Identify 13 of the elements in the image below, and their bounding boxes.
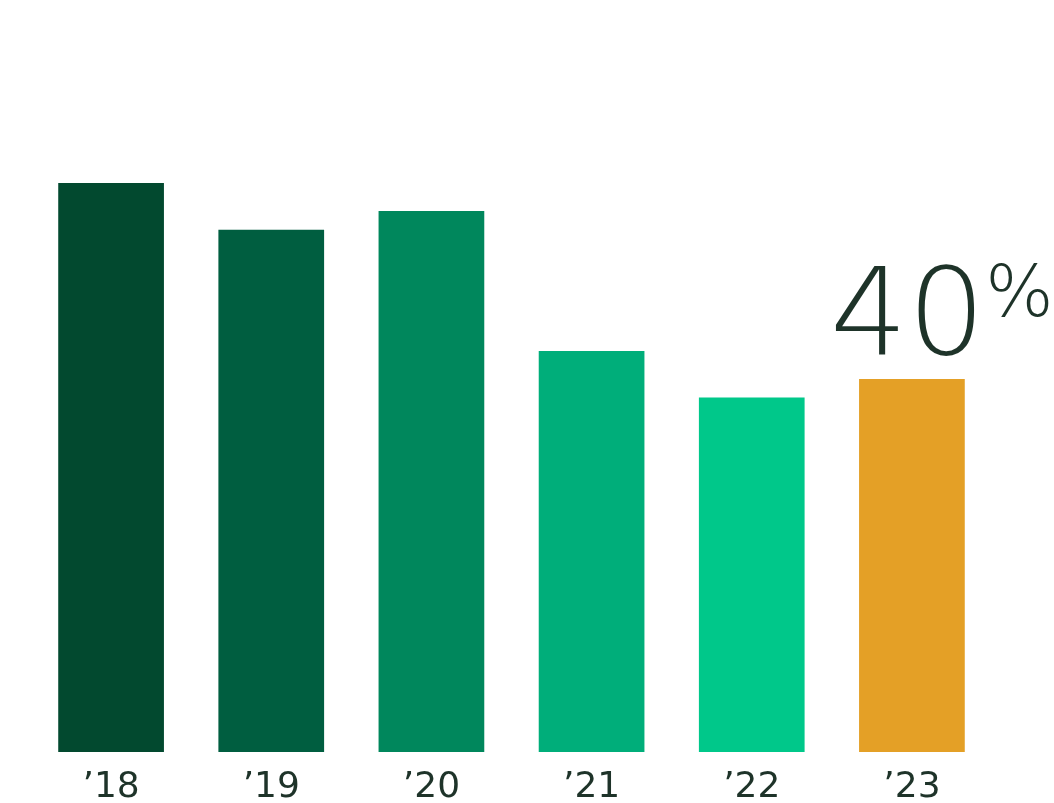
bar — [698, 397, 805, 752]
x-tick-label: ’19 — [242, 763, 300, 803]
bar — [218, 229, 325, 752]
bar — [859, 378, 965, 752]
bar — [538, 350, 645, 752]
x-tick-label: ’23 — [883, 763, 941, 803]
x-tick-label: ’22 — [723, 763, 781, 803]
bar — [378, 210, 485, 752]
data-label: 40% — [830, 240, 1054, 383]
x-tick-label: ’18 — [82, 763, 140, 803]
x-tick-label: ’20 — [402, 763, 461, 803]
x-tick-label: ’21 — [562, 763, 621, 803]
bar — [58, 183, 164, 752]
